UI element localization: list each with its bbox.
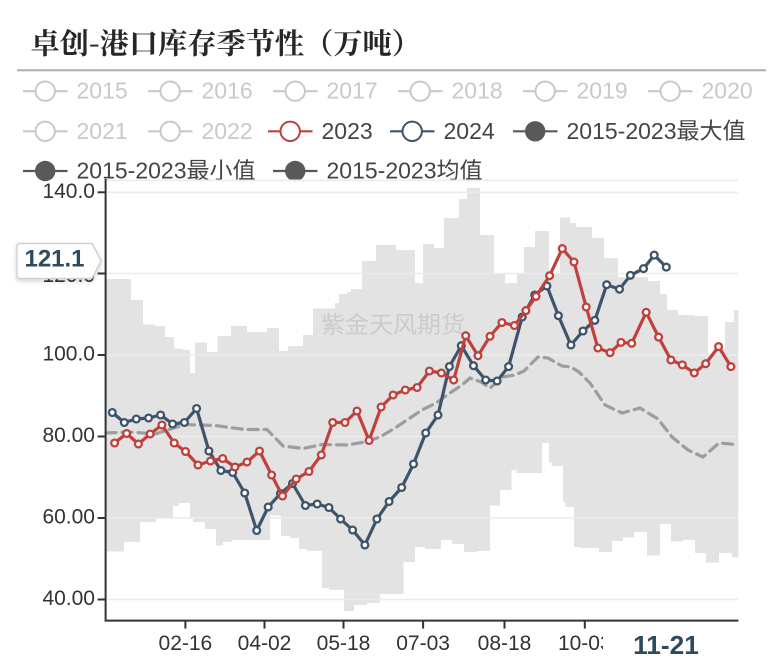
svg-text:04-02: 04-02 xyxy=(238,632,292,655)
svg-text:2023: 2023 xyxy=(322,118,373,144)
svg-text:02-16: 02-16 xyxy=(159,632,213,655)
svg-text:140.0: 140.0 xyxy=(42,180,95,203)
svg-text:08-18: 08-18 xyxy=(478,632,532,655)
svg-text:100.0: 100.0 xyxy=(42,343,95,366)
svg-text:121.1: 121.1 xyxy=(24,246,84,273)
svg-text:2024: 2024 xyxy=(444,118,495,144)
svg-text:80.00: 80.00 xyxy=(42,424,95,447)
svg-text:60.00: 60.00 xyxy=(42,506,95,529)
svg-text:2021: 2021 xyxy=(77,118,128,144)
svg-text:2015-2023: 2015-2023 xyxy=(77,158,187,184)
svg-text:10-03: 10-03 xyxy=(558,632,612,655)
svg-text:2015-2023: 2015-2023 xyxy=(327,158,437,184)
svg-text:11-21: 11-21 xyxy=(633,630,699,660)
svg-text:07-03: 07-03 xyxy=(396,632,450,655)
svg-text:40.00: 40.00 xyxy=(42,587,95,610)
svg-text:2017: 2017 xyxy=(327,78,378,104)
svg-text:2019: 2019 xyxy=(577,78,628,104)
svg-text:05-18: 05-18 xyxy=(317,632,371,655)
svg-text:2015-2023: 2015-2023 xyxy=(567,118,677,144)
svg-text:2022: 2022 xyxy=(202,118,253,144)
svg-text:2015: 2015 xyxy=(77,78,128,104)
svg-text:2018: 2018 xyxy=(452,78,503,104)
svg-text:2016: 2016 xyxy=(202,78,253,104)
svg-text:2020: 2020 xyxy=(702,78,753,104)
